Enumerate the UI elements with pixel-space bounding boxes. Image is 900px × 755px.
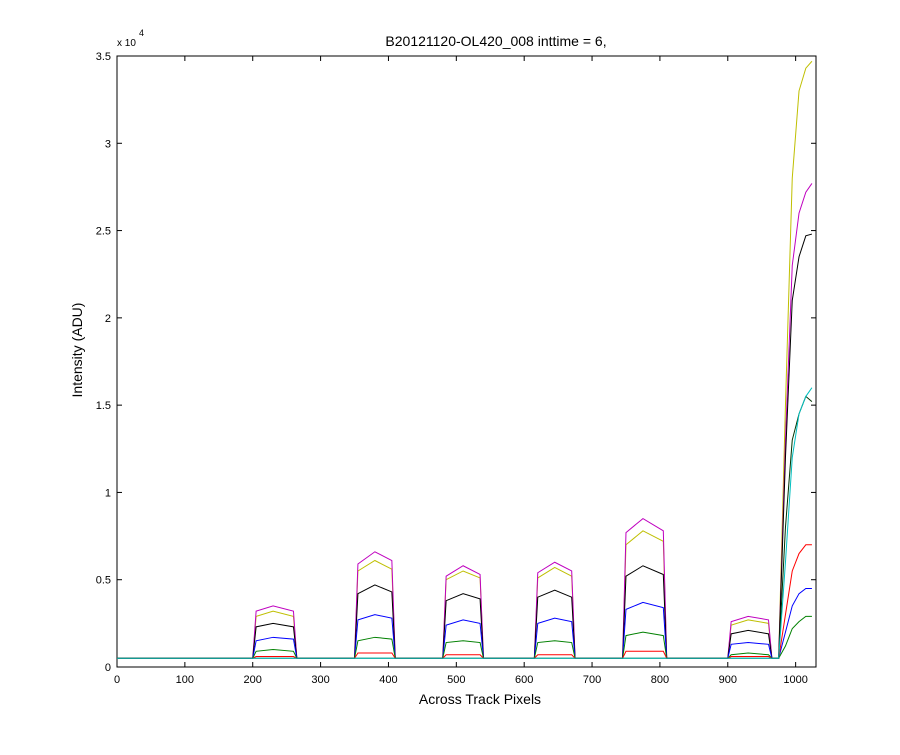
x-tick-label: 600 <box>515 674 533 686</box>
x-tick-label: 0 <box>114 674 120 686</box>
y-tick-label: 0.5 <box>96 575 111 587</box>
y-tick-label: 0 <box>105 662 111 674</box>
chart-title: B20121120-OL420_008 inttime = 6, <box>385 33 606 49</box>
x-tick-label: 500 <box>447 674 465 686</box>
series-line <box>117 387 813 659</box>
x-tick-label: 300 <box>311 674 329 686</box>
x-tick-label: 800 <box>651 674 669 686</box>
x-tick-label: 900 <box>719 674 737 686</box>
y-tick-label: 1 <box>105 487 111 499</box>
plot-frame <box>116 55 817 668</box>
y-multiplier: x 10 <box>117 38 136 49</box>
y-multiplier-exponent: 4 <box>139 28 144 38</box>
y-tick-label: 2 <box>105 313 111 325</box>
x-tick-label: 700 <box>583 674 601 686</box>
y-tick-label: 2.5 <box>96 226 111 238</box>
x-axis-label: Across Track Pixels <box>419 691 541 707</box>
x-tick-label: 100 <box>176 674 194 686</box>
x-tick-label: 400 <box>379 674 397 686</box>
y-tick-label: 1.5 <box>96 400 111 412</box>
x-tick-label: 1000 <box>783 674 807 686</box>
y-tick-label: 3.5 <box>96 51 111 63</box>
y-tick-label: 3 <box>105 138 111 150</box>
x-tick-label: 200 <box>244 674 262 686</box>
y-axis-label: Intensity (ADU) <box>69 303 85 398</box>
